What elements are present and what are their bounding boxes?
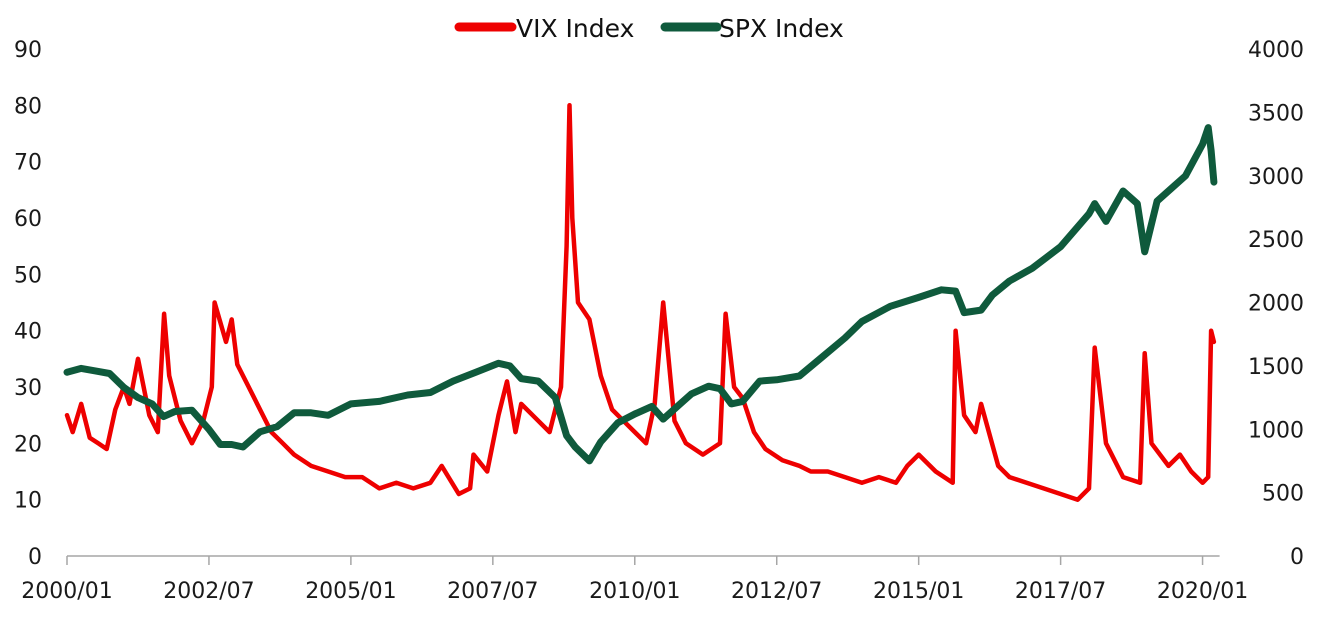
x-tick-label: 2005/01 <box>305 579 396 604</box>
right-tick-label: 3000 <box>1248 165 1304 190</box>
left-tick-label: 40 <box>14 320 42 345</box>
left-tick-label: 50 <box>14 263 42 288</box>
series-layer <box>63 103 1218 502</box>
legend: VIX Index SPX Index <box>454 14 844 43</box>
right-tick-label: 0 <box>1290 545 1304 570</box>
vix-line <box>64 103 1217 502</box>
x-tick-label: 2015/01 <box>873 579 964 604</box>
x-tick-label: 2012/07 <box>731 579 822 604</box>
right-tick-label: 500 <box>1262 482 1304 507</box>
left-tick-label: 0 <box>28 545 42 570</box>
left-tick-label: 20 <box>14 432 42 457</box>
left-tick-label: 80 <box>14 94 42 119</box>
right-tick-label: 2000 <box>1248 292 1304 317</box>
right-y-axis: 0 500 1000 1500 2000 2500 3000 3500 4000 <box>1248 38 1304 570</box>
left-tick-label: 70 <box>14 151 42 176</box>
left-tick-label: 10 <box>14 489 42 514</box>
x-tick-label: 2000/01 <box>21 579 112 604</box>
right-tick-label: 1500 <box>1248 355 1304 380</box>
right-tick-label: 4000 <box>1248 38 1304 63</box>
x-tick-label: 2017/07 <box>1015 579 1106 604</box>
x-tick-label: 2010/01 <box>589 579 680 604</box>
left-tick-label: 90 <box>14 38 42 63</box>
left-tick-label: 60 <box>14 207 42 232</box>
legend-vix-label: VIX Index <box>516 14 634 43</box>
right-tick-label: 1000 <box>1248 418 1304 443</box>
x-tick-label: 2020/01 <box>1157 579 1248 604</box>
x-tick-label: 2002/07 <box>163 579 254 604</box>
legend-spx-label: SPX Index <box>719 14 844 43</box>
spx-line <box>63 124 1218 465</box>
right-tick-label: 3500 <box>1248 101 1304 126</box>
left-tick-label: 30 <box>14 376 42 401</box>
x-tick-label: 2007/07 <box>447 579 538 604</box>
right-tick-label: 2500 <box>1248 228 1304 253</box>
left-y-axis: 0 10 20 30 40 50 60 70 80 90 <box>14 38 42 570</box>
x-axis: 2000/01 2002/07 2005/01 2007/07 2010/01 2012/… <box>21 555 1248 604</box>
